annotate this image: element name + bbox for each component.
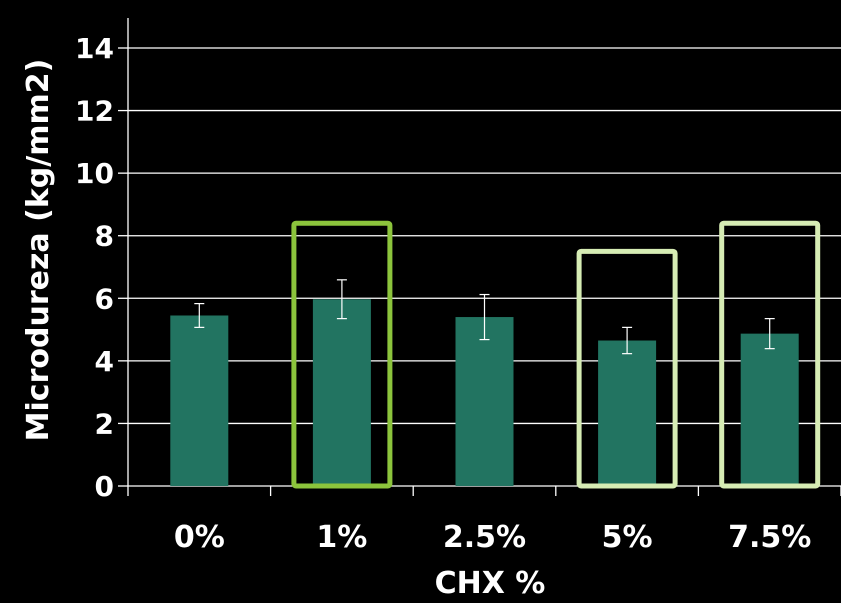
- bar: [455, 317, 514, 486]
- y-tick-label: 12: [75, 95, 114, 128]
- highlight-boxes: [291, 220, 821, 489]
- y-tick-label: 8: [95, 220, 114, 253]
- y-tick-label: 14: [75, 32, 114, 65]
- x-tick-label: 7.5%: [728, 520, 811, 555]
- x-tick-label: 5%: [602, 520, 653, 555]
- y-tick-labels: 0 2 4 6 8 10 12 14: [75, 32, 114, 503]
- x-tick-label: 0%: [174, 520, 225, 555]
- error-bars: [194, 279, 775, 355]
- bar: [740, 333, 799, 486]
- x-tick-label: 1%: [316, 520, 367, 555]
- bar: [312, 299, 371, 486]
- highlight-box: [291, 220, 393, 489]
- bars: [170, 299, 799, 486]
- bar: [598, 340, 657, 486]
- x-tick-label: 2.5%: [443, 520, 526, 555]
- highlight-box: [719, 220, 821, 489]
- highlight-box: [576, 248, 678, 489]
- x-tick-labels: 0% 1% 2.5% 5% 7.5%: [174, 520, 811, 555]
- y-axis-title: Microdureza (kg/mm2): [21, 59, 56, 442]
- y-tick-label: 0: [95, 470, 114, 503]
- y-tick-label: 10: [75, 157, 114, 190]
- x-axis-title: CHX %: [435, 566, 546, 601]
- y-tick-label: 6: [95, 282, 114, 315]
- bar: [170, 315, 229, 486]
- y-tick-label: 2: [95, 407, 114, 440]
- y-tick-label: 4: [95, 345, 114, 378]
